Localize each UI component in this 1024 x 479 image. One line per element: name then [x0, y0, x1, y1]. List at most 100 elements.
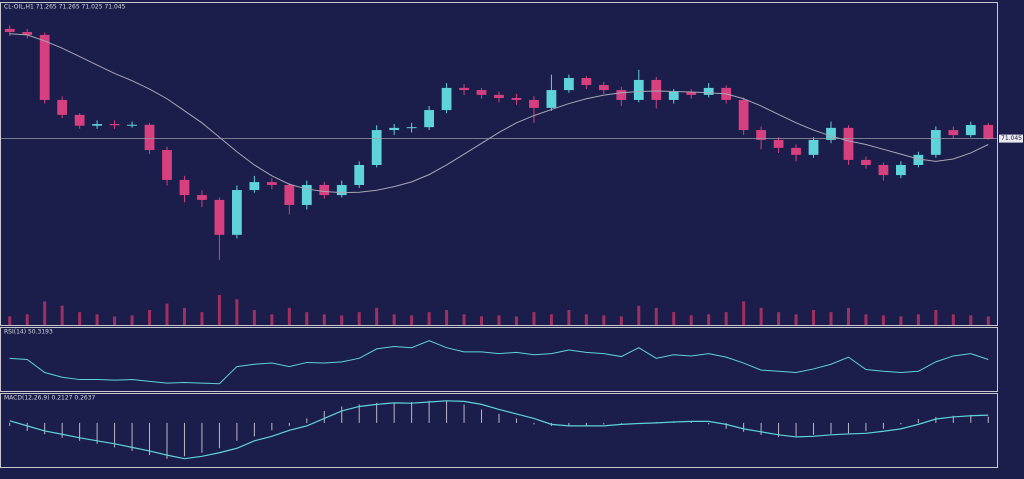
volume-bar — [689, 315, 693, 325]
volume-bar — [777, 312, 781, 325]
volume-bar — [148, 310, 152, 325]
candle-body — [965, 124, 976, 136]
labels-layer: CL-OIL,H1 71.265 71.265 71.025 71.045 RS… — [4, 4, 1023, 402]
candle-body — [57, 99, 68, 115]
marks-layer — [1, 25, 997, 460]
volume-bar — [951, 314, 955, 325]
candle-body — [74, 114, 85, 126]
volume-bar — [235, 299, 239, 325]
last-price-box — [999, 134, 1023, 143]
volume-bar — [829, 312, 833, 325]
candle-body — [22, 32, 33, 35]
volume-bar — [340, 315, 344, 325]
volume-bar — [357, 312, 361, 325]
candle-body — [494, 94, 504, 99]
volume-bar — [8, 316, 12, 325]
volume-bar — [445, 310, 449, 325]
volume-bar — [654, 307, 658, 325]
volume-bar — [322, 314, 326, 325]
volume-bar — [794, 314, 798, 325]
volume-bar — [881, 315, 885, 325]
candle-body — [703, 87, 714, 95]
candle-body — [826, 127, 836, 140]
volume-bar — [759, 307, 763, 325]
candle-body — [266, 182, 277, 185]
candle-body — [983, 124, 994, 139]
volume-bar — [812, 310, 816, 325]
candle-body — [930, 130, 941, 155]
candle-body — [756, 130, 766, 140]
moving-average — [9, 33, 989, 194]
volume-bar — [514, 316, 518, 325]
volume-bar — [252, 310, 256, 325]
candle-body — [668, 91, 679, 100]
volume-bar — [584, 314, 588, 325]
rsi-pane-frame — [0, 327, 998, 392]
candle-body — [389, 127, 400, 131]
volume-bar — [392, 314, 396, 325]
candle-body — [4, 28, 15, 33]
volume-bar — [165, 303, 169, 325]
candle-body — [896, 164, 906, 176]
candle-body — [738, 99, 749, 131]
candle-body — [878, 164, 889, 176]
volume-bar — [60, 305, 64, 325]
candle-body — [948, 130, 959, 136]
candle-body — [406, 127, 417, 129]
volume-bar — [217, 295, 221, 325]
volume-bar — [637, 305, 641, 325]
candle-body — [127, 124, 137, 126]
candle-body — [144, 124, 155, 151]
volume-bar — [846, 307, 850, 325]
volume-bar — [969, 315, 973, 325]
candle-body — [441, 87, 452, 111]
price-title: CL-OIL,H1 71.265 71.265 71.025 71.045 — [4, 4, 126, 11]
candle-body — [598, 85, 609, 91]
candle-body — [791, 147, 801, 155]
volume-bar — [986, 316, 990, 325]
volume-bar — [480, 316, 484, 325]
candle-body — [861, 159, 871, 165]
candle-body — [459, 87, 469, 91]
volume-bar — [724, 312, 728, 325]
volume-bar — [200, 312, 204, 325]
candle-body — [92, 124, 102, 126]
candle-body — [162, 150, 172, 180]
volume-bar — [864, 314, 868, 325]
candle-body — [633, 79, 644, 100]
volume-bar — [270, 314, 274, 325]
candle-body — [197, 195, 207, 200]
candle-body — [913, 154, 924, 165]
candle-body — [686, 91, 697, 95]
candle-body — [232, 190, 242, 235]
volume-bar — [305, 312, 309, 325]
candle-body — [371, 130, 382, 165]
volume-bar — [549, 314, 553, 325]
last-price-label: 71.045 — [1001, 135, 1022, 142]
candle-body — [529, 99, 539, 108]
volume-bar — [462, 314, 466, 325]
volume-bar — [25, 314, 29, 325]
volume-bar — [672, 312, 676, 325]
rsi-title: RSI(14) 50.3193 — [4, 329, 53, 336]
candle-body — [179, 179, 190, 196]
candle-body — [109, 124, 120, 126]
volume-bar — [707, 314, 711, 325]
volume-bar — [934, 310, 938, 325]
candle-body — [249, 182, 260, 191]
candle-body — [354, 164, 365, 185]
volume-bar — [130, 315, 134, 325]
volume-bar — [742, 301, 746, 325]
candle-body — [336, 184, 347, 196]
volume-bar — [182, 307, 186, 325]
candle-body — [39, 34, 50, 100]
candle-body — [319, 184, 330, 196]
candle-body — [511, 98, 522, 100]
candle-body — [651, 79, 662, 100]
macd-signal-line — [9, 400, 989, 460]
volume-bar — [497, 315, 501, 325]
macd-title: MACD(12,26,9) 0.2127 0.2637 — [4, 395, 96, 402]
